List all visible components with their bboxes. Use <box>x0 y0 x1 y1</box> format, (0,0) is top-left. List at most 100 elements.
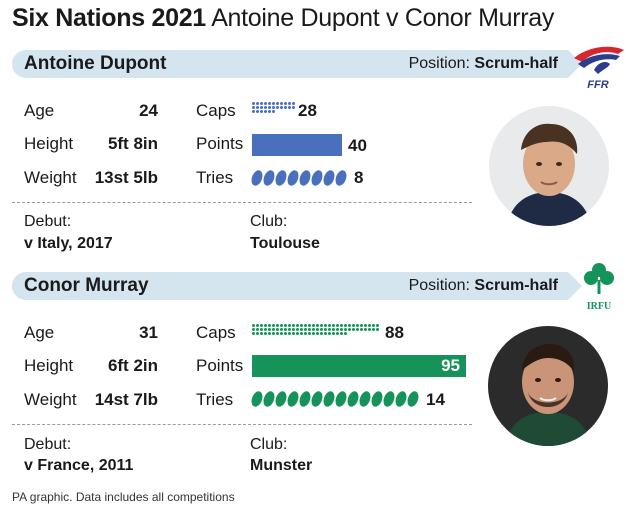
cap-dot <box>336 328 339 331</box>
cap-dot <box>280 332 283 335</box>
cap-dot <box>280 328 283 331</box>
cap-dot <box>360 328 363 331</box>
cap-dot <box>316 328 319 331</box>
cap-dot <box>260 110 263 113</box>
cap-dot <box>256 102 259 105</box>
cap-dot <box>268 102 271 105</box>
cap-dot <box>368 328 371 331</box>
debut-value: v Italy, 2017 <box>24 235 113 252</box>
cap-dot <box>376 324 379 327</box>
footer-note: PA graphic. Data includes all competitio… <box>12 490 235 504</box>
player-name: Antoine Dupont <box>24 53 167 74</box>
try-oval <box>333 168 349 188</box>
cap-dot <box>268 106 271 109</box>
page-title: Six Nations 2021 Antoine Dupont v Conor … <box>12 4 554 33</box>
points-label: Points <box>196 356 244 375</box>
club-value: Munster <box>250 457 313 474</box>
try-oval <box>285 389 301 409</box>
try-oval <box>345 389 361 409</box>
cap-dot <box>272 332 275 335</box>
cap-dot <box>320 332 323 335</box>
points-bar <box>252 134 342 156</box>
try-oval <box>321 389 337 409</box>
age-label: Age <box>24 101 55 120</box>
cap-dot <box>328 332 331 335</box>
cap-dot <box>252 102 255 105</box>
cap-dot <box>344 328 347 331</box>
cap-dot <box>268 324 271 327</box>
cap-dot <box>312 324 315 327</box>
cap-dot <box>332 328 335 331</box>
cap-dot <box>276 328 279 331</box>
cap-dot <box>272 106 275 109</box>
debut-value: v France, 2011 <box>24 457 134 474</box>
tries-label: Tries <box>196 390 234 409</box>
cap-dot <box>372 328 375 331</box>
cap-dot <box>252 324 255 327</box>
club-label: Club: <box>250 436 288 453</box>
cap-dot <box>372 324 375 327</box>
cap-dot <box>276 324 279 327</box>
cap-dot <box>264 106 267 109</box>
try-oval <box>309 389 325 409</box>
irfu-logo-text: IRFU <box>587 301 611 312</box>
weight-label: Weight <box>24 168 77 187</box>
cap-dot <box>280 324 283 327</box>
cap-dot <box>356 324 359 327</box>
cap-dot <box>264 332 267 335</box>
cap-dot <box>320 324 323 327</box>
player-position: Position: Scrum-half <box>409 55 558 73</box>
cap-dot <box>304 332 307 335</box>
cap-dot <box>340 328 343 331</box>
tries-label: Tries <box>196 168 234 187</box>
cap-dot <box>376 328 379 331</box>
cap-dot <box>264 328 267 331</box>
divider <box>12 424 472 425</box>
cap-dot <box>272 110 275 113</box>
cap-dot <box>344 324 347 327</box>
try-oval <box>369 389 385 409</box>
debut-label: Debut: <box>24 436 72 453</box>
try-oval <box>297 389 313 409</box>
cap-dot <box>364 328 367 331</box>
cap-dot <box>252 110 255 113</box>
cap-dot <box>292 102 295 105</box>
cap-dot <box>280 102 283 105</box>
cap-dot <box>284 332 287 335</box>
tries-value: 8 <box>354 168 364 187</box>
cap-dot <box>256 110 259 113</box>
try-oval <box>381 389 397 409</box>
position-label: Position: <box>408 55 470 72</box>
cap-dot <box>324 328 327 331</box>
debut-label: Debut: <box>24 213 72 230</box>
cap-dot <box>260 102 263 105</box>
cap-dot <box>304 324 307 327</box>
cap-dot <box>300 324 303 327</box>
cap-dot <box>280 106 283 109</box>
ffr-logo-text: FFR <box>587 79 608 91</box>
cap-dot <box>292 332 295 335</box>
weight-label: Weight <box>24 390 77 409</box>
age-value: 24 <box>139 101 158 120</box>
cap-dot <box>276 106 279 109</box>
cap-dot <box>272 324 275 327</box>
weight-value: 14st 7lb <box>94 390 158 409</box>
try-oval <box>249 168 265 188</box>
cap-dot <box>284 102 287 105</box>
cap-dot <box>288 324 291 327</box>
cap-dot <box>308 332 311 335</box>
cap-dot <box>276 102 279 105</box>
cap-dot <box>348 324 351 327</box>
points-value: 95 <box>441 356 460 375</box>
try-oval <box>297 168 313 188</box>
cap-dot <box>252 328 255 331</box>
cap-dot <box>300 328 303 331</box>
cap-dot <box>348 328 351 331</box>
tries-value: 14 <box>426 390 445 409</box>
position-label: Position: <box>408 277 470 294</box>
try-oval <box>357 389 373 409</box>
cap-dot <box>324 324 327 327</box>
cap-dot <box>332 324 335 327</box>
cap-dot <box>312 332 315 335</box>
caps-dots <box>252 102 296 114</box>
